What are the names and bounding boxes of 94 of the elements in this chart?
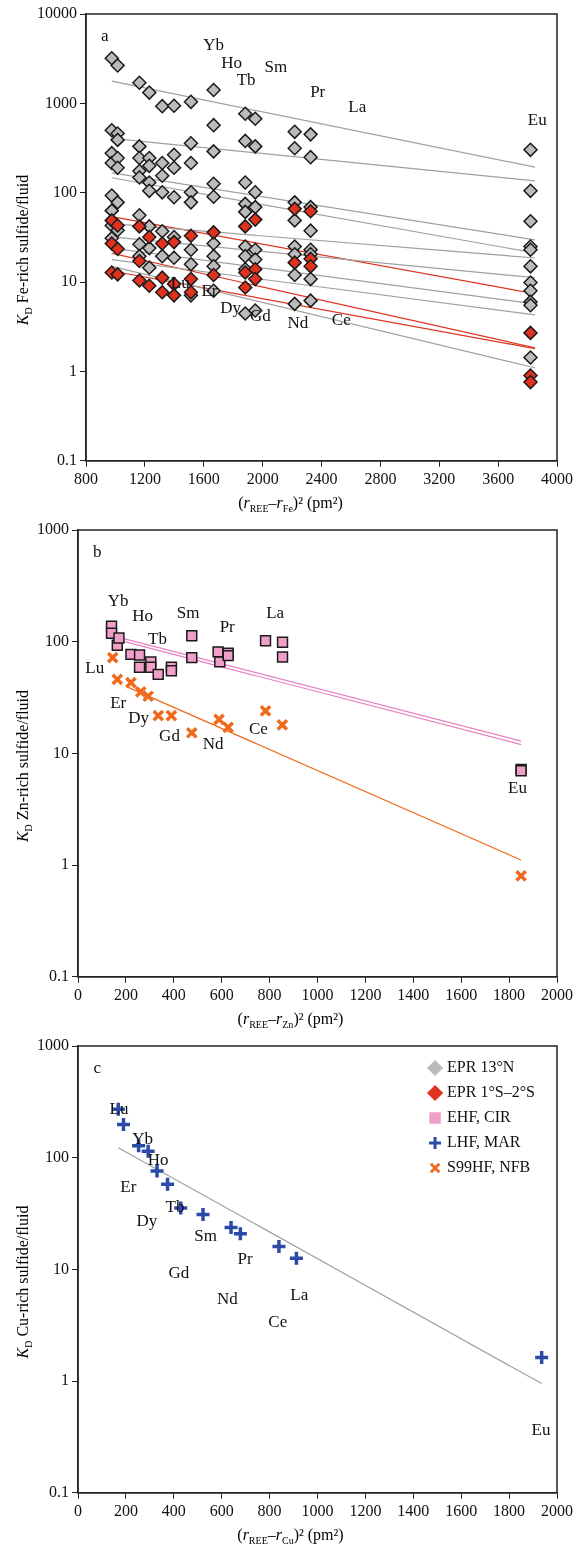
x-tick-label: 1000 <box>301 1501 334 1519</box>
annotation: La <box>266 603 285 623</box>
x-axis-title: (r$_{REE}$–r$_{Cu}$)² (pm²) <box>236 1525 345 1546</box>
x-tick-label: 2800 <box>364 469 397 487</box>
annotation: Dy <box>220 297 242 317</box>
y-tick-label: 1000 <box>37 1036 69 1054</box>
annotation: Gd <box>159 726 181 746</box>
x-tick-label: 600 <box>209 1501 234 1519</box>
y-tick-label: 1 <box>69 361 77 379</box>
x-tick-label: 200 <box>113 985 138 1003</box>
x-tick-label: 2000 <box>541 1501 573 1519</box>
annotation: Tb <box>236 70 256 90</box>
annotation: a <box>101 25 110 45</box>
annotation: Ho <box>132 606 154 626</box>
x-tick-label: 2000 <box>541 985 573 1003</box>
y-tick-label: 0.1 <box>57 451 77 468</box>
y-tick-label: 10 <box>61 272 77 290</box>
annotation: Tb <box>148 629 167 649</box>
x-axis-title: (r$_{REE}$–r$_{Zn}$)² (pm²) <box>236 1009 345 1030</box>
x-tick-label: 1400 <box>397 1501 430 1519</box>
annotation: Yb <box>132 1129 154 1149</box>
annotation: Sm <box>176 603 200 623</box>
x-tick-label: 1200 <box>128 469 161 487</box>
legend-label: S99HF, NFB <box>447 1158 531 1176</box>
annotation: Eu <box>531 1420 551 1440</box>
annotation: Nd <box>287 312 309 332</box>
x-tick-label: 1200 <box>349 1501 382 1519</box>
annotation: Eu <box>508 777 528 797</box>
annotation: Eu <box>527 109 548 129</box>
annotation: Er <box>120 1177 137 1197</box>
y-tick-label: 100 <box>53 182 77 200</box>
annotation: Sm <box>194 1225 217 1245</box>
x-tick-label: 200 <box>113 1501 138 1519</box>
x-tick-label: 800 <box>257 985 282 1003</box>
x-tick-label: 3600 <box>482 469 515 487</box>
x-tick-label: 1600 <box>445 1501 478 1519</box>
x-tick-label: 1200 <box>349 985 382 1003</box>
x-tick-label: 1800 <box>493 1501 526 1519</box>
x-tick-label: 400 <box>161 985 186 1003</box>
legend-label: EPR 1°S–2°S <box>447 1083 535 1101</box>
x-tick-label: 1800 <box>493 985 526 1003</box>
annotation: Ho <box>147 1150 169 1170</box>
annotation: Yb <box>203 34 225 54</box>
y-tick-label: 100 <box>45 631 69 649</box>
x-tick-label: 3200 <box>423 469 456 487</box>
y-tick-label: 10 <box>53 743 69 761</box>
annotation: c <box>93 1057 102 1077</box>
annotation: Ce <box>268 1312 288 1332</box>
annotation: Dy <box>128 708 150 728</box>
annotation: Pr <box>219 616 236 636</box>
annotation: Yb <box>107 591 129 611</box>
annotation: Ho <box>221 52 242 72</box>
legend-label: EPR 13°N <box>447 1058 515 1076</box>
annotation: b <box>92 541 102 561</box>
y-tick-label: 1000 <box>45 93 77 111</box>
annotation: Er <box>110 692 127 712</box>
annotation: Nd <box>217 1288 239 1308</box>
annotation: Ce <box>331 309 351 329</box>
annotation: Sm <box>264 56 288 76</box>
x-tick-label: 400 <box>161 1501 186 1519</box>
y-tick-label: 100 <box>45 1147 69 1165</box>
x-tick-label: 1000 <box>301 985 334 1003</box>
legend-label: EHF, CIR <box>447 1108 512 1126</box>
annotation: Pr <box>237 1249 254 1269</box>
annotation: Lu <box>85 658 105 678</box>
y-tick-label: 1 <box>61 855 69 873</box>
annotation: Pr <box>310 82 326 102</box>
x-tick-label: 1600 <box>187 469 220 487</box>
annotation: La <box>348 96 367 116</box>
x-tick-label: 0 <box>74 985 82 1003</box>
x-tick-label: 0 <box>74 1501 82 1519</box>
annotation: La <box>290 1285 309 1305</box>
x-tick-label: 2400 <box>305 469 338 487</box>
x-tick-label: 4000 <box>541 469 573 487</box>
x-tick-label: 800 <box>74 469 98 487</box>
y-tick-label: 10 <box>53 1259 69 1277</box>
annotation: Gd <box>249 305 272 325</box>
y-tick-label: 0.1 <box>49 967 69 984</box>
x-tick-label: 800 <box>257 1501 282 1519</box>
annotation: Nd <box>202 733 224 753</box>
y-tick-label: 10000 <box>37 4 77 22</box>
y-tick-label: 1 <box>61 1371 69 1389</box>
annotation: Dy <box>136 1211 158 1231</box>
x-tick-label: 600 <box>209 985 234 1003</box>
annotation: Ce <box>248 718 268 738</box>
y-tick-label: 0.1 <box>49 1483 69 1500</box>
annotation: Gd <box>168 1263 190 1283</box>
x-tick-label: 2000 <box>246 469 279 487</box>
x-axis-title: (r$_{REE}$–r$_{Fe}$)² (pm²) <box>237 493 344 514</box>
x-tick-label: 1600 <box>445 985 478 1003</box>
x-tick-label: 1400 <box>397 985 430 1003</box>
legend-label: LHF, MAR <box>447 1133 521 1151</box>
annotation: Lu <box>170 273 191 293</box>
y-tick-label: 1000 <box>37 520 69 538</box>
